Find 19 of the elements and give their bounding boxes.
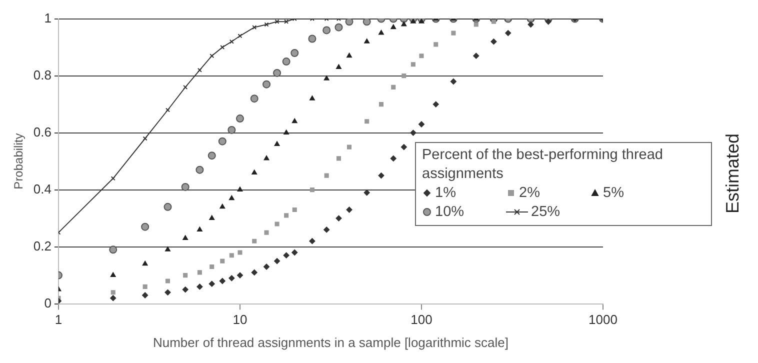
x-axis-title: Number of thread assignments in a sample [logarithmic scale] — [152, 334, 508, 350]
legend-title: Percent of the best-performing thread assignments — [422, 146, 664, 184]
y-tick-label: 0 — [44, 295, 52, 310]
y-axis-title: Probability — [12, 133, 26, 190]
text: Estimated — [722, 132, 744, 214]
legend-label: 5% — [602, 184, 625, 203]
x-tick-label: 1 — [54, 312, 62, 328]
legend-label: 25% — [530, 203, 562, 222]
y-tick-label: 0.4 — [33, 181, 52, 196]
y-tick-label: 0.2 — [33, 238, 52, 254]
legend-label: 1% — [434, 184, 457, 203]
x-tick-label: 100 — [410, 312, 432, 328]
y-tick-label: 0.8 — [33, 67, 52, 82]
y-tick-label: 0.6 — [33, 124, 52, 140]
legend-label: 10% — [434, 203, 466, 222]
x-tick-label: 1000 — [588, 312, 618, 328]
legend-label: 2% — [518, 184, 541, 203]
x-tick-label: 10 — [232, 312, 248, 328]
y-tick-label: 1 — [44, 10, 52, 26]
